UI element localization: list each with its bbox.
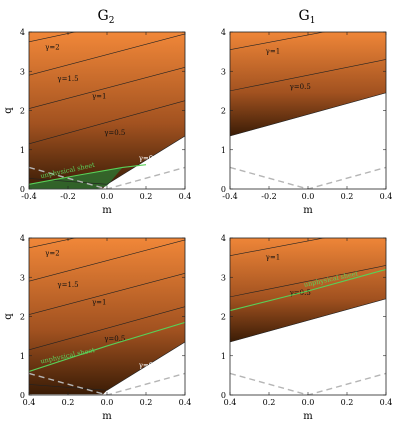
- contour-line: [29, 135, 185, 185]
- contour-label: γ=0.5: [104, 129, 125, 137]
- contour-label: γ=1.5: [57, 75, 78, 83]
- contour-line: [29, 341, 185, 391]
- y-tick-label: 0: [221, 185, 226, 194]
- y-tick-label: 4: [20, 28, 25, 37]
- panel-top-right: γ=1 γ=0.5 γ=0 -0.4 -0.2 0.0 0.2 0.4 0 1 2 3 4 m: [221, 28, 393, 216]
- dashed-threshold: [230, 166, 386, 189]
- contour-label: γ=0.5: [104, 335, 125, 343]
- y-tick-label: 1: [221, 146, 226, 155]
- y-tick-label: 4: [221, 28, 226, 37]
- contour-label: γ=1: [92, 299, 107, 307]
- contour-label: γ=1.5: [57, 281, 78, 289]
- x-tick-label: -0.2: [261, 192, 276, 201]
- contour-line: [29, 238, 77, 249]
- dashed-threshold: [29, 372, 185, 395]
- x-tick-label: 0.2: [140, 192, 153, 201]
- x-tick-label: 0.4: [380, 192, 393, 201]
- contour-label: γ=2: [45, 250, 60, 258]
- x-axis-label: m: [303, 411, 313, 422]
- plot-area: γ=1 γ=0.5 γ=0: [230, 32, 386, 189]
- y-tick-label: 3: [20, 273, 25, 282]
- x-tick-label: 0.4: [179, 398, 192, 407]
- y-axis-label: q: [3, 107, 14, 114]
- contour-label: γ=0: [139, 362, 154, 370]
- band-4: [29, 238, 185, 395]
- dashed-threshold: [230, 372, 386, 395]
- x-tick-label: 0.2: [140, 398, 153, 407]
- contour-label: γ=0: [287, 121, 302, 129]
- y-tick-label: 2: [20, 313, 25, 322]
- contour-label: γ=1: [92, 93, 107, 101]
- x-tick-label: 0.2: [341, 192, 354, 201]
- contour-label: γ=1: [266, 254, 281, 262]
- x-axis-label: m: [102, 411, 112, 422]
- contour-line: [29, 306, 185, 351]
- x-axis-label: m: [102, 205, 112, 216]
- y-tick-label: 4: [221, 234, 226, 243]
- x-tick-label: 0.0: [302, 398, 315, 407]
- contour-line: [29, 32, 77, 43]
- y-tick-label: 2: [221, 313, 226, 322]
- x-tick-label: -0.4: [222, 192, 237, 201]
- y-axis-label: q: [3, 313, 14, 320]
- band-2: [230, 238, 386, 343]
- contour-label: γ=0: [287, 327, 302, 335]
- band-4: [29, 32, 185, 189]
- contour-label: γ=0: [139, 154, 154, 162]
- y-tick-label: 3: [221, 273, 226, 282]
- contour-label: γ=1: [266, 48, 281, 56]
- contour-line: [230, 92, 386, 137]
- x-tick-label: 0.4: [224, 398, 237, 407]
- x-tick-label: 0.2: [341, 398, 354, 407]
- x-tick-label: 0.2: [62, 398, 75, 407]
- y-tick-label: 0: [20, 185, 25, 194]
- x-tick-label: 0.2: [263, 398, 276, 407]
- contour-line: [29, 239, 185, 282]
- unphysical-sheet-line: [29, 321, 185, 372]
- x-tick-label: 0.0: [302, 192, 315, 201]
- x-tick-label: 0.4: [179, 192, 192, 201]
- y-tick-label: 2: [221, 107, 226, 116]
- x-tick-label: -0.2: [60, 192, 75, 201]
- contour-line: [29, 273, 185, 315]
- y-tick-label: 1: [221, 352, 226, 361]
- contour-line: [29, 67, 185, 109]
- contour-label: γ=0.5: [290, 83, 311, 91]
- x-tick-label: 0.0: [101, 398, 114, 407]
- x-tick-label: 0.4: [23, 398, 36, 407]
- y-tick-label: 2: [20, 107, 25, 116]
- x-axis-label: m: [303, 205, 313, 216]
- y-tick-label: 4: [20, 234, 25, 243]
- contour-label: γ=2: [45, 44, 60, 52]
- unphysical-sheet-line: [29, 164, 147, 185]
- title-right: G1: [299, 8, 316, 26]
- band-2: [230, 32, 386, 137]
- contour-line: [230, 59, 386, 92]
- y-tick-label: 0: [20, 391, 25, 400]
- unphysical-sheet-line: [230, 268, 386, 312]
- dashed-threshold: [29, 166, 185, 189]
- x-tick-label: 0.4: [380, 398, 393, 407]
- contour-line: [29, 100, 185, 145]
- y-tick-label: 1: [20, 146, 25, 155]
- title-left: G2: [98, 8, 115, 26]
- contour-line: [29, 33, 185, 76]
- x-tick-label: -0.4: [21, 192, 36, 201]
- y-tick-label: 3: [221, 67, 226, 76]
- contour-line: [230, 265, 386, 298]
- y-tick-label: 1: [20, 352, 25, 361]
- x-tick-label: 0.0: [101, 192, 114, 201]
- y-tick-label: 3: [20, 67, 25, 76]
- contour-line: [230, 298, 386, 343]
- y-tick-label: 0: [221, 391, 226, 400]
